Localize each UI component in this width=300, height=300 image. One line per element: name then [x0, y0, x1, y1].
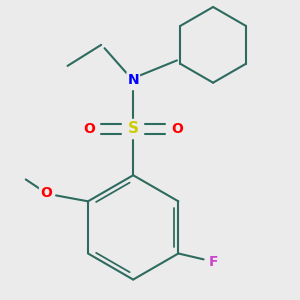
Text: O: O — [40, 186, 52, 200]
Text: S: S — [128, 122, 139, 136]
Text: N: N — [128, 73, 139, 87]
Text: O: O — [83, 122, 95, 136]
Text: O: O — [171, 122, 183, 136]
Text: F: F — [209, 255, 218, 269]
